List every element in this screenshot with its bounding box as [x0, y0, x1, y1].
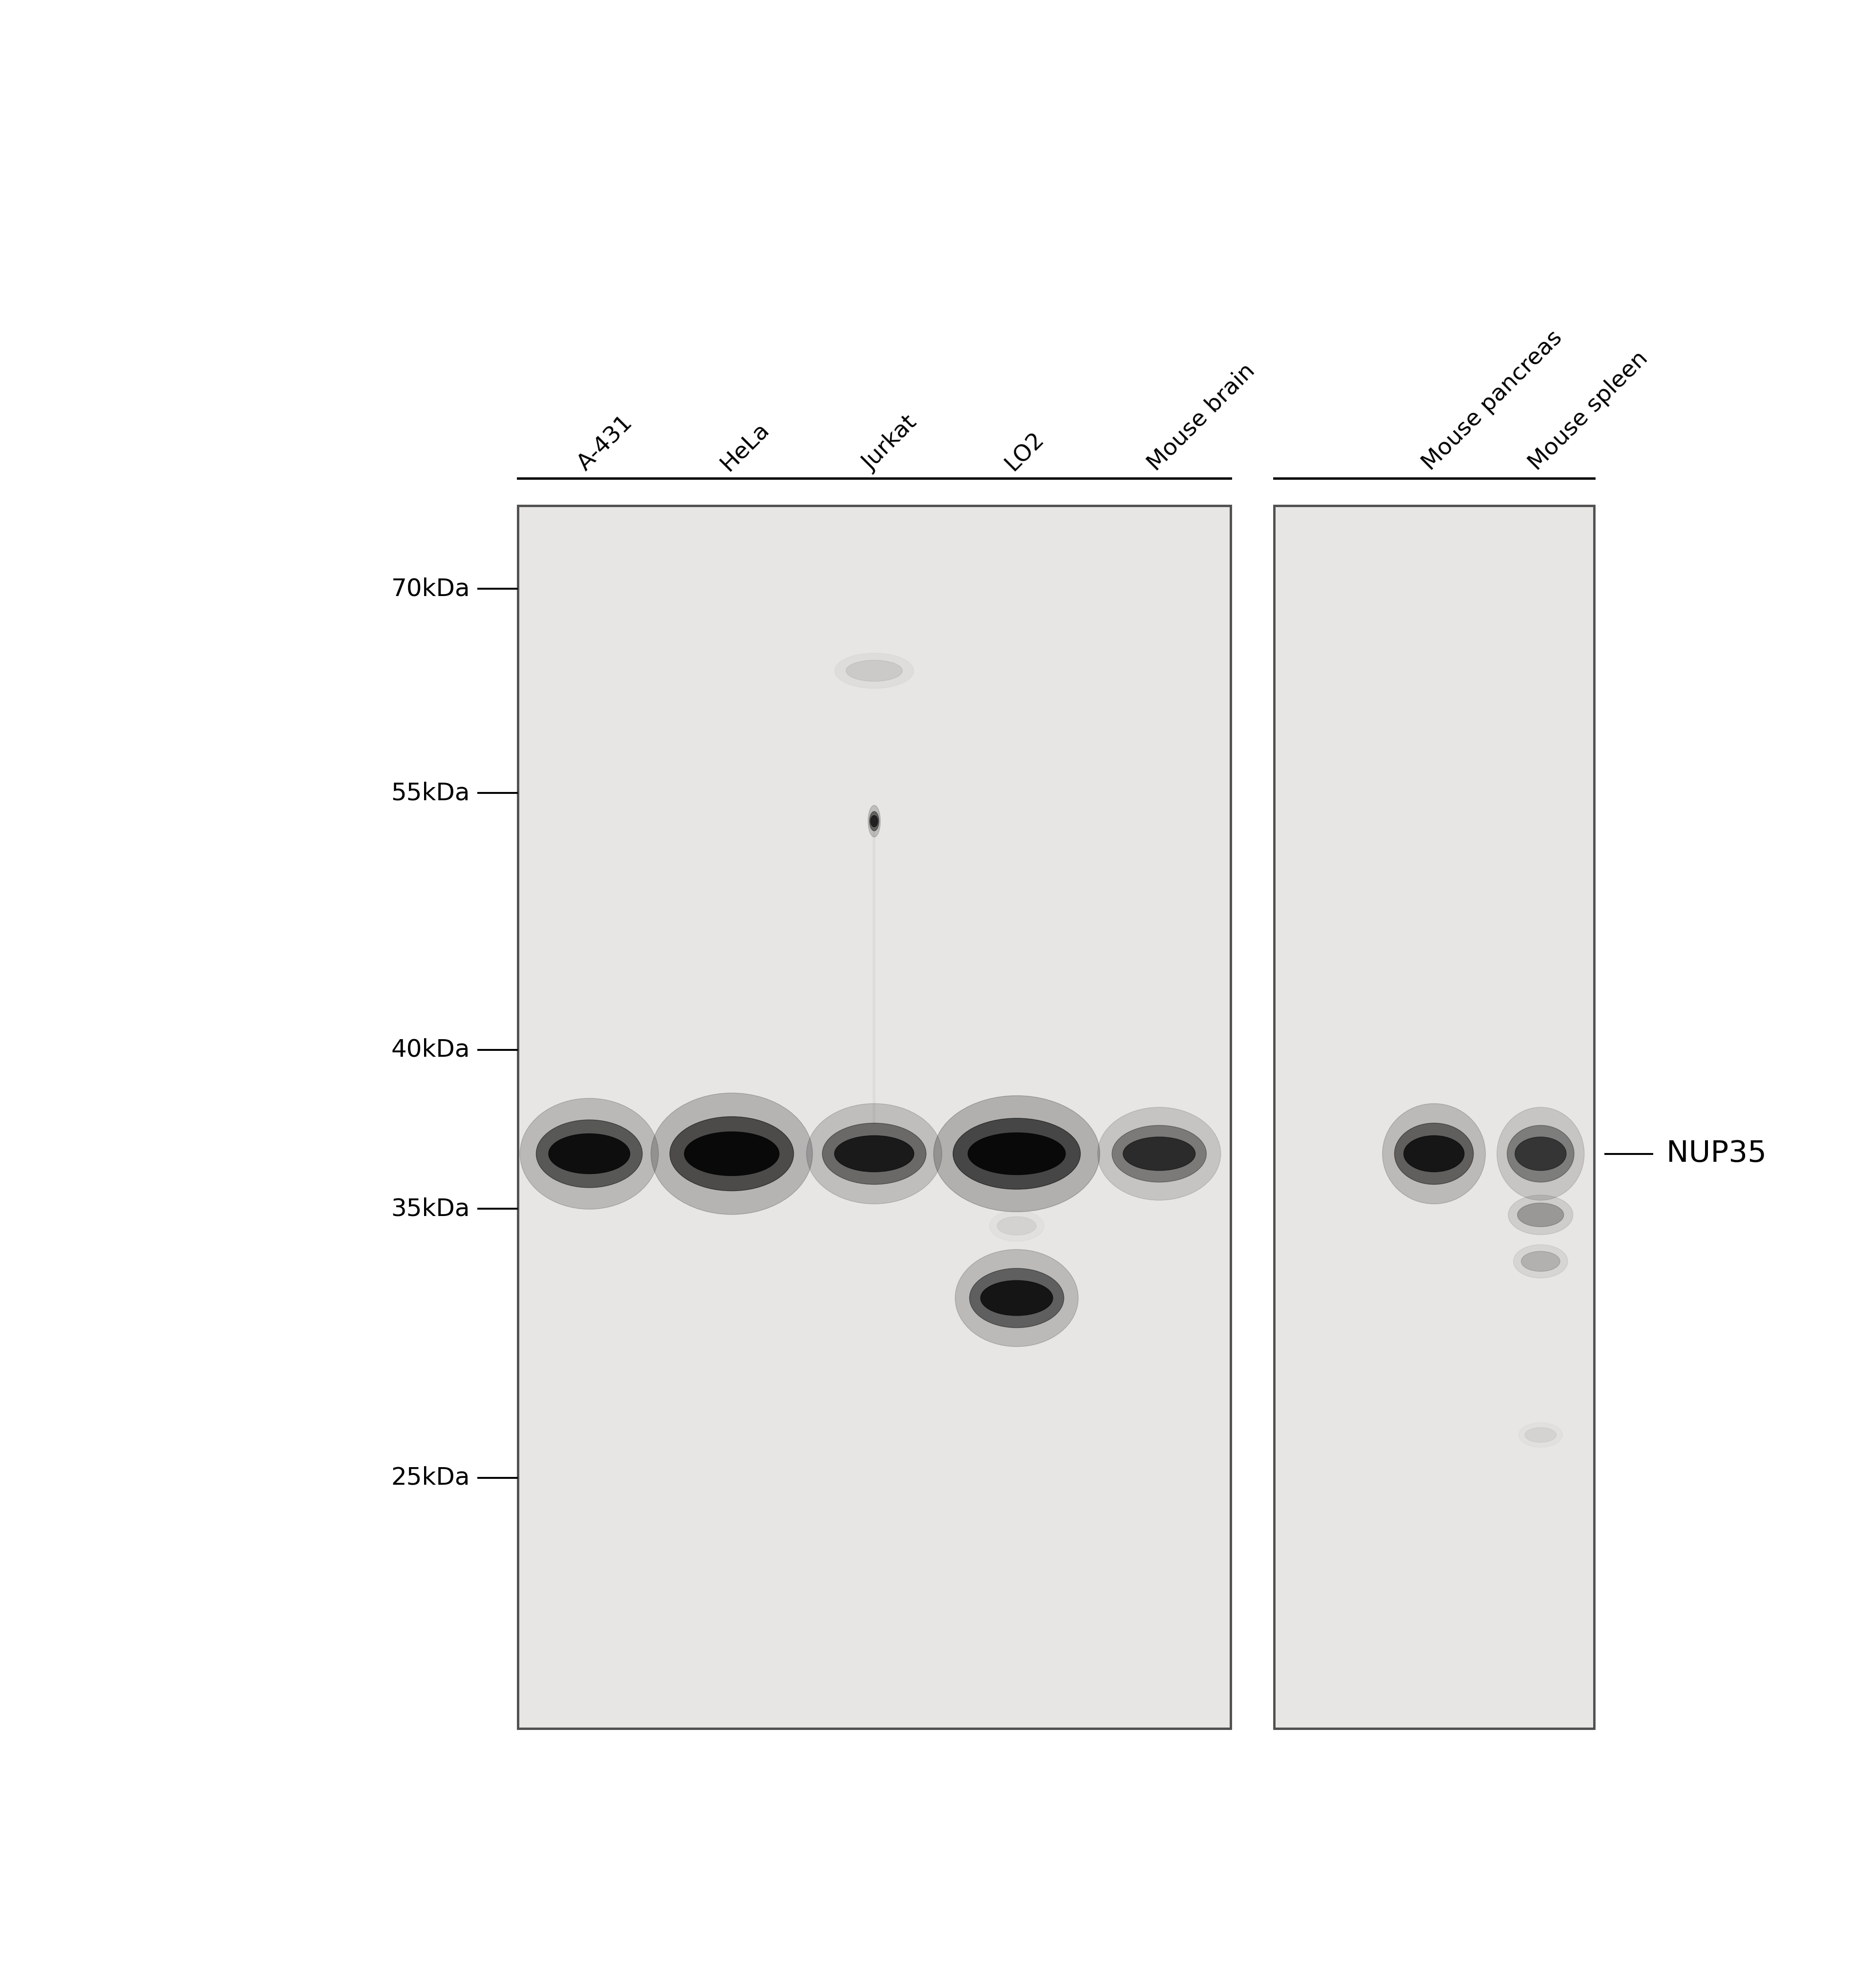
Ellipse shape [835, 1135, 914, 1171]
Ellipse shape [1383, 1104, 1486, 1205]
Ellipse shape [934, 1096, 1099, 1213]
Ellipse shape [1394, 1124, 1473, 1185]
Ellipse shape [1112, 1125, 1206, 1183]
Bar [518, 506, 1231, 1729]
Ellipse shape [670, 1118, 794, 1191]
Ellipse shape [1520, 1423, 1563, 1447]
Ellipse shape [989, 1211, 1043, 1241]
Ellipse shape [1403, 1135, 1463, 1171]
Ellipse shape [1521, 1251, 1561, 1270]
Ellipse shape [1497, 1108, 1583, 1201]
Text: 35kDa: 35kDa [390, 1197, 471, 1221]
Ellipse shape [970, 1268, 1064, 1328]
Text: 70kDa: 70kDa [390, 578, 471, 601]
Ellipse shape [548, 1133, 630, 1173]
Ellipse shape [651, 1094, 812, 1215]
Text: HeLa: HeLa [717, 419, 773, 474]
Text: 25kDa: 25kDa [390, 1467, 471, 1489]
Ellipse shape [998, 1217, 1036, 1235]
Ellipse shape [1508, 1195, 1572, 1235]
Ellipse shape [537, 1120, 642, 1187]
Ellipse shape [520, 1098, 658, 1209]
Text: Jurkat: Jurkat [859, 413, 921, 474]
Ellipse shape [869, 812, 880, 832]
Ellipse shape [1514, 1245, 1568, 1278]
Ellipse shape [822, 1124, 927, 1185]
Text: NUP35: NUP35 [1666, 1139, 1767, 1167]
Ellipse shape [835, 653, 914, 689]
Ellipse shape [1506, 1125, 1574, 1183]
Ellipse shape [807, 1104, 942, 1205]
Text: Mouse brain: Mouse brain [1144, 359, 1259, 474]
Ellipse shape [955, 1249, 1079, 1346]
Text: 55kDa: 55kDa [390, 782, 471, 804]
Ellipse shape [685, 1131, 779, 1175]
Text: LO2: LO2 [1002, 429, 1049, 474]
Bar [1274, 506, 1595, 1729]
Ellipse shape [968, 1133, 1066, 1175]
Text: Mouse pancreas: Mouse pancreas [1418, 328, 1566, 474]
Ellipse shape [953, 1118, 1081, 1189]
Ellipse shape [1525, 1427, 1557, 1443]
Ellipse shape [870, 816, 878, 828]
Ellipse shape [869, 806, 880, 838]
Ellipse shape [846, 661, 902, 681]
Ellipse shape [1124, 1137, 1195, 1171]
Ellipse shape [1516, 1137, 1566, 1171]
Ellipse shape [1518, 1203, 1565, 1227]
Ellipse shape [981, 1280, 1052, 1316]
Text: 40kDa: 40kDa [390, 1038, 471, 1062]
Text: Mouse spleen: Mouse spleen [1525, 347, 1653, 474]
Ellipse shape [1097, 1108, 1221, 1201]
Text: A-431: A-431 [574, 411, 638, 474]
